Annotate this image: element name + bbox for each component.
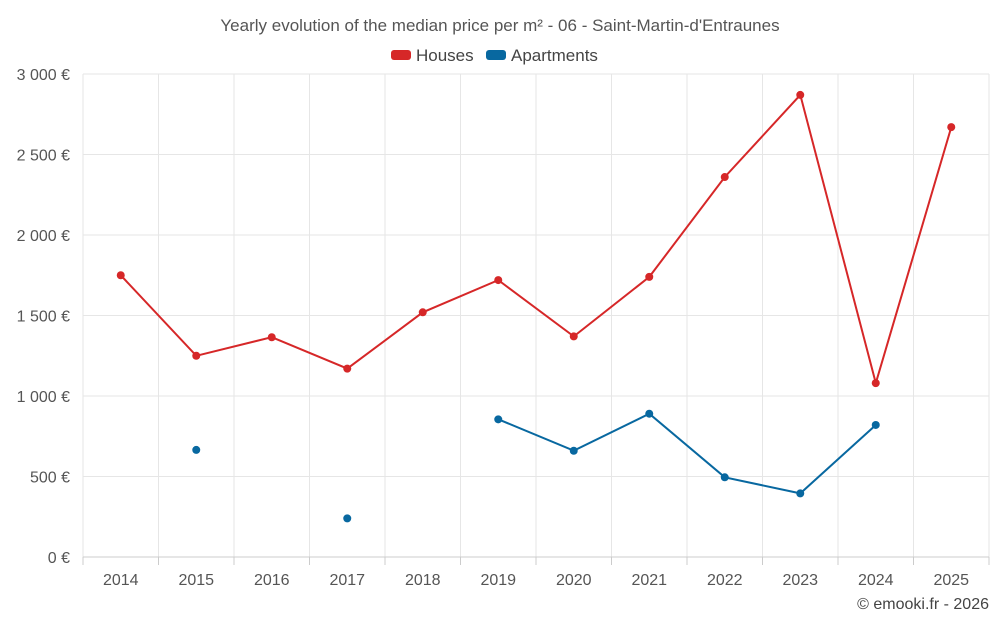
data-point-houses[interactable]	[720, 173, 729, 182]
data-point-apartments[interactable]	[871, 420, 880, 429]
x-tick-label: 2022	[707, 572, 743, 589]
x-tick-label: 2019	[480, 572, 516, 589]
y-tick-label: 1 000 €	[17, 389, 70, 406]
data-point-houses[interactable]	[645, 272, 654, 281]
x-tick-label: 2017	[329, 572, 365, 589]
axes: 0 € 500 € 1 000 € 1 500 € 2 000 € 2 500 € 3 00…	[17, 67, 990, 589]
x-tick-label: 2015	[178, 572, 214, 589]
data-point-houses[interactable]	[796, 90, 805, 99]
series	[116, 90, 956, 523]
chart-title: Yearly evolution of the median price per…	[220, 16, 779, 35]
x-tick-label: 2023	[782, 572, 818, 589]
data-point-houses[interactable]	[871, 379, 880, 388]
y-tick-label: 1 500 €	[17, 309, 70, 326]
series-line-apartments	[497, 412, 877, 495]
data-point-houses[interactable]	[569, 332, 578, 341]
y-tick-label: 2 500 €	[17, 148, 70, 165]
x-tick-label: 2020	[556, 572, 592, 589]
y-tick-label: 2 000 €	[17, 228, 70, 245]
x-tick-label: 2024	[858, 572, 894, 589]
data-point-apartments[interactable]	[645, 409, 654, 418]
x-tick-label: 2016	[254, 572, 290, 589]
data-point-houses[interactable]	[192, 351, 201, 360]
data-point-houses[interactable]	[494, 276, 503, 285]
y-tick-label: 3 000 €	[17, 67, 70, 84]
legend-label-houses: Houses	[416, 46, 474, 65]
credit: © emooki.fr - 2026	[857, 596, 989, 613]
data-point-apartments[interactable]	[343, 514, 352, 523]
legend: Houses Apartments	[391, 46, 598, 65]
legend-item-apartments[interactable]: Apartments	[486, 46, 598, 65]
x-tick-label: 2025	[933, 572, 969, 589]
data-point-apartments[interactable]	[192, 445, 201, 454]
data-point-houses[interactable]	[267, 333, 276, 342]
data-point-houses[interactable]	[418, 308, 427, 317]
data-point-apartments[interactable]	[720, 473, 729, 482]
data-point-apartments[interactable]	[796, 489, 805, 498]
legend-swatch-houses	[391, 50, 411, 60]
legend-item-houses[interactable]: Houses	[391, 46, 474, 65]
data-point-apartments[interactable]	[569, 446, 578, 455]
data-point-houses[interactable]	[116, 271, 125, 280]
legend-swatch-apartments	[486, 50, 506, 60]
x-tick-label: 2014	[103, 572, 139, 589]
data-point-houses[interactable]	[947, 123, 956, 132]
grid	[82, 73, 990, 557]
y-tick-label: 0 €	[48, 550, 70, 567]
y-tick-label: 500 €	[30, 470, 70, 487]
series-line-houses	[120, 92, 953, 387]
legend-label-apartments: Apartments	[511, 46, 598, 65]
x-tick-label: 2021	[631, 572, 667, 589]
x-tick-label: 2018	[405, 572, 441, 589]
data-point-houses[interactable]	[343, 364, 352, 373]
data-point-apartments[interactable]	[494, 415, 503, 424]
